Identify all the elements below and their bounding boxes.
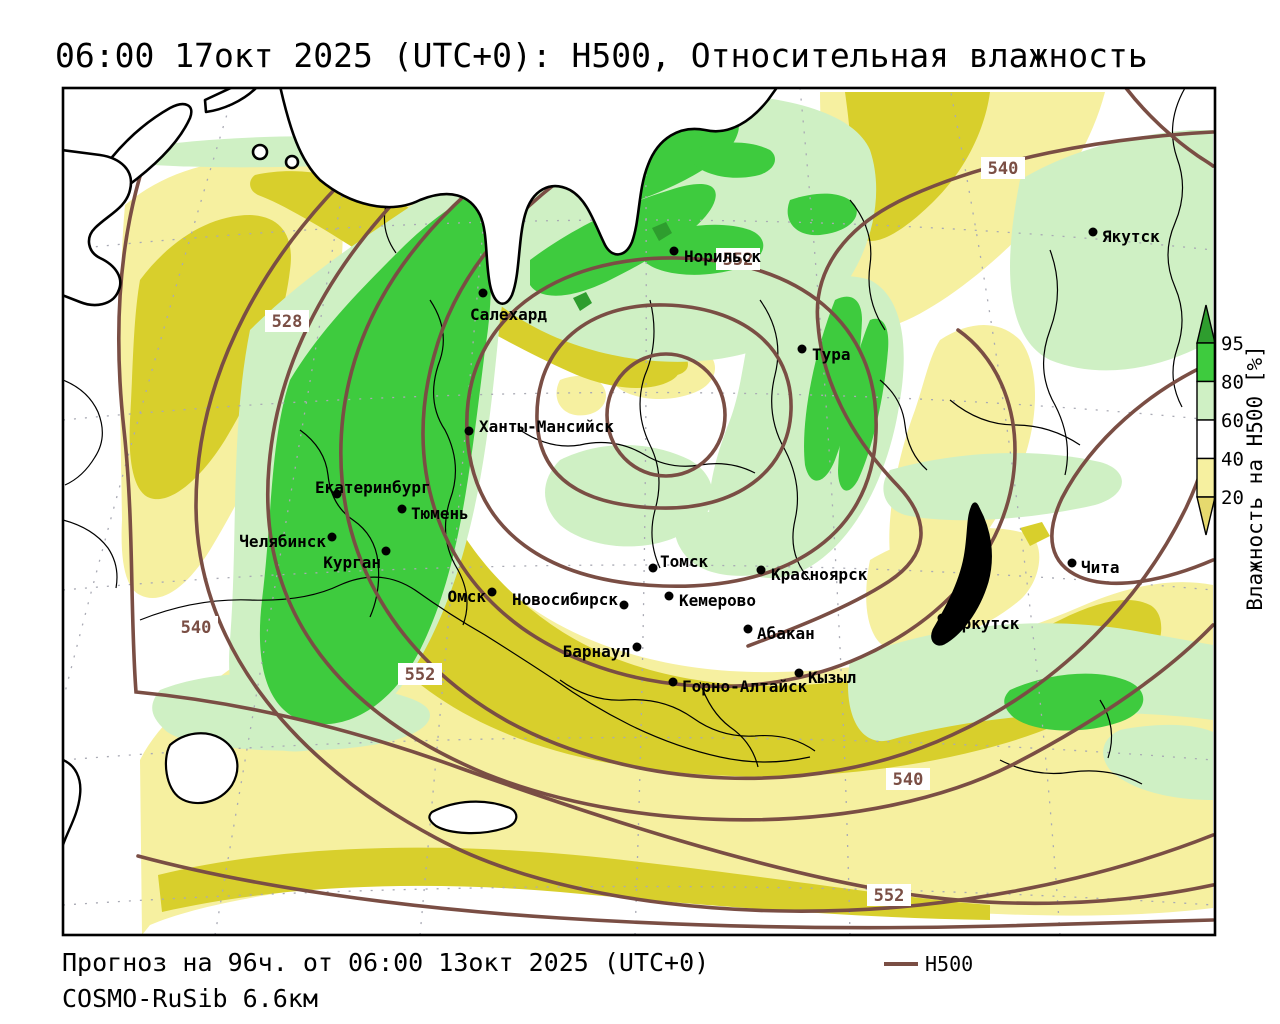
- city-label: Кемерово: [679, 591, 756, 610]
- colorbar-segment: [1197, 459, 1215, 498]
- city-marker: [382, 547, 391, 556]
- city-marker: [669, 678, 678, 687]
- colorbar-title: Влажность на H500 [%]: [1243, 345, 1267, 611]
- city-marker: [757, 566, 766, 575]
- city-label: Иркутск: [952, 614, 1020, 633]
- city-marker: [328, 533, 337, 542]
- city-marker: [479, 289, 488, 298]
- city-label: Норильск: [684, 247, 761, 266]
- colorbar-segment: [1197, 420, 1215, 459]
- city-label: Новосибирск: [512, 590, 618, 609]
- city-marker: [665, 592, 674, 601]
- city-marker: [633, 643, 642, 652]
- city-marker: [620, 601, 629, 610]
- city-marker: [1089, 228, 1098, 237]
- city-label: Ханты-Мансийск: [479, 417, 614, 436]
- contour-label: 552: [874, 886, 905, 906]
- city-marker: [938, 614, 947, 623]
- city-label: Томск: [660, 552, 709, 571]
- contour-label: 540: [181, 618, 212, 638]
- city-label: Екатеринбург: [315, 478, 431, 497]
- colorbar-segment: [1197, 343, 1215, 382]
- contour-label: 528: [272, 312, 303, 332]
- city-label: Тюмень: [411, 504, 469, 523]
- city-label: Красноярск: [771, 565, 868, 584]
- colorbar-segment: [1197, 382, 1215, 421]
- city-label: Якутск: [1102, 227, 1160, 246]
- city-label: Кызыл: [808, 668, 856, 687]
- city-marker: [398, 505, 407, 514]
- h500-legend-line: [884, 962, 918, 966]
- h500-legend-label: H500: [925, 952, 973, 976]
- contour-label: 552: [405, 665, 436, 685]
- city-marker: [488, 588, 497, 597]
- page-title: 06:00 17окт 2025 (UTC+0): H500, Относите…: [55, 36, 1148, 75]
- city-label: Барнаул: [563, 642, 630, 661]
- city-label: Горно-Алтайск: [682, 677, 808, 696]
- city-marker: [795, 669, 804, 678]
- map-field: 528552540540552540552 НорильскСалехардТу…: [62, 86, 1215, 935]
- humidity-colorbar: [1197, 305, 1215, 535]
- city-label: Тура: [812, 345, 851, 364]
- colorbar-tick: 40: [1221, 449, 1244, 471]
- city-marker: [1068, 559, 1077, 568]
- colorbar-tick: 20: [1221, 487, 1244, 509]
- city-label: Абакан: [757, 624, 815, 643]
- city-marker: [649, 564, 658, 573]
- city-label: Салехард: [470, 305, 547, 324]
- contour-label: 540: [988, 159, 1019, 179]
- contour-label: 540: [893, 770, 924, 790]
- city-marker: [744, 625, 753, 634]
- weather-map: 528552540540552540552 НорильскСалехардТу…: [0, 0, 1280, 1024]
- colorbar-tick: 80: [1221, 372, 1244, 394]
- forecast-info: Прогноз на 96ч. от 06:00 13окт 2025 (UTC…: [62, 948, 709, 977]
- colorbar-tick: 60: [1221, 410, 1244, 432]
- colorbar-tick: 95: [1221, 333, 1244, 355]
- city-marker: [670, 247, 679, 256]
- city-label: Омск: [447, 587, 486, 606]
- city-label: Курган: [323, 553, 381, 572]
- h500-legend: H500: [884, 952, 973, 976]
- city-label: Челябинск: [239, 532, 326, 551]
- city-label: Чита: [1081, 558, 1120, 577]
- city-marker: [465, 427, 474, 436]
- city-marker: [798, 345, 807, 354]
- model-info: COSMO-RuSib 6.6км: [62, 984, 318, 1013]
- colorbar-ticks: 95 80 60 40 20: [1221, 333, 1244, 509]
